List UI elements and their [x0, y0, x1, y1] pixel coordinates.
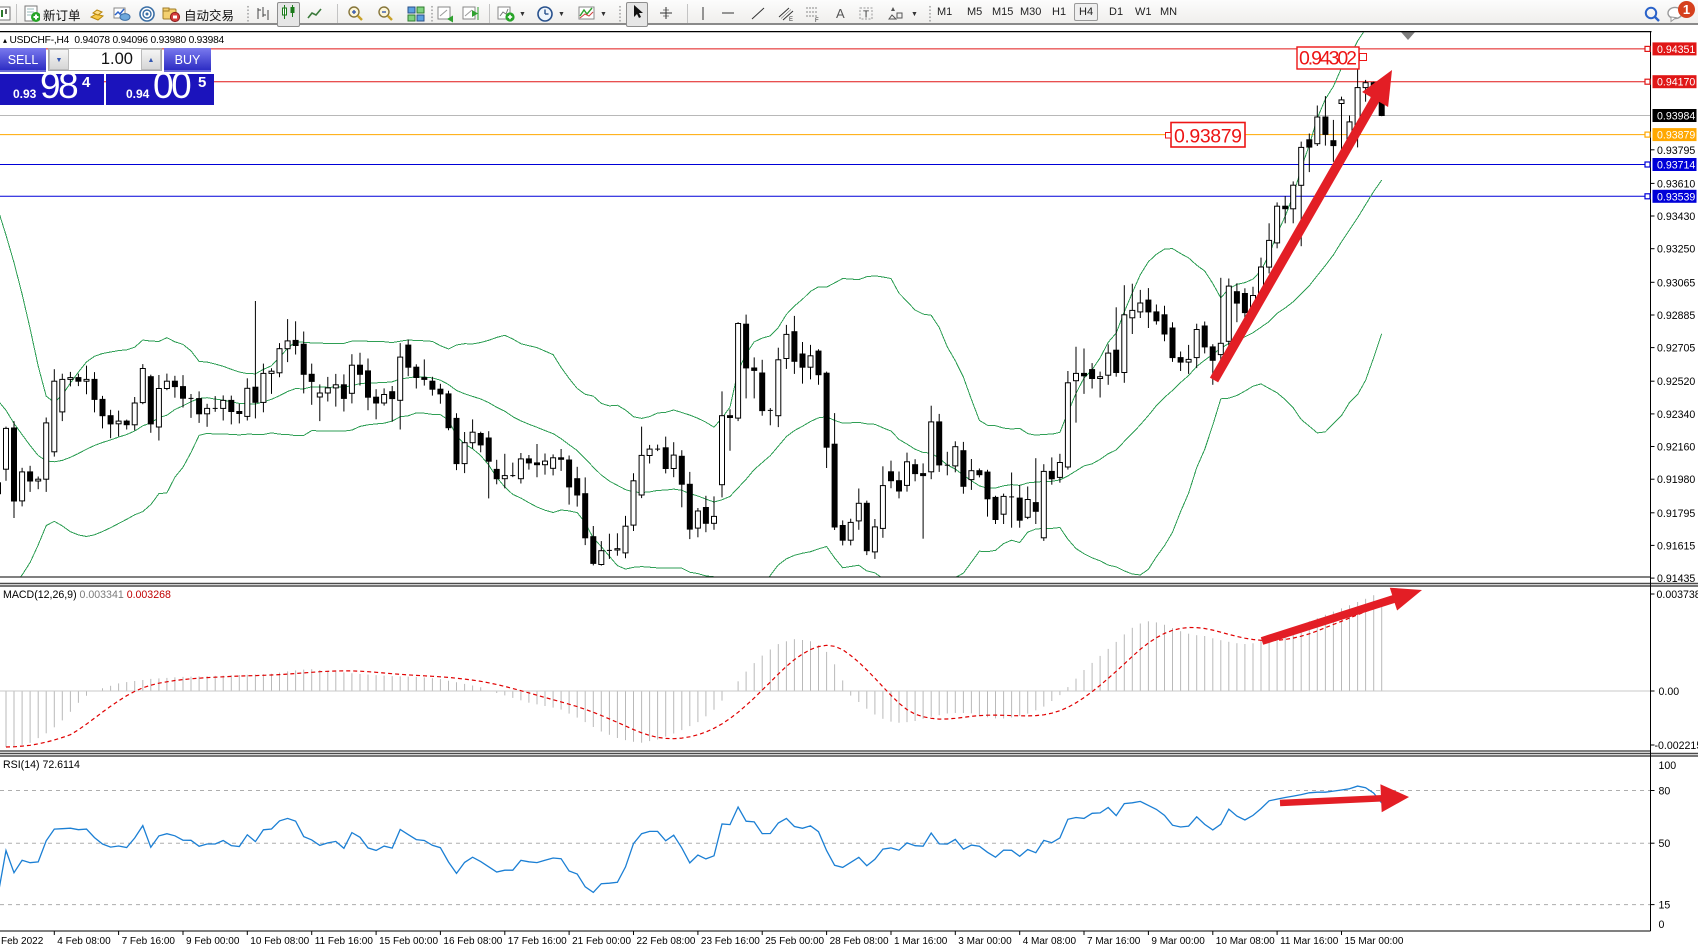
svg-text:21 Feb 00:00: 21 Feb 00:00 [572, 936, 631, 947]
svg-text:15: 15 [1659, 900, 1671, 912]
svg-text:0.93714: 0.93714 [1657, 160, 1695, 172]
svg-text:23 Feb 16:00: 23 Feb 16:00 [701, 936, 760, 947]
svg-text:0.94351: 0.94351 [1657, 44, 1695, 56]
svg-text:7 Feb 16:00: 7 Feb 16:00 [122, 936, 176, 947]
svg-text:0.91615: 0.91615 [1657, 540, 1695, 552]
svg-text:1 Mar 16:00: 1 Mar 16:00 [894, 936, 948, 947]
svg-text:MACD(12,26,9) 0.003341 0.00326: MACD(12,26,9) 0.003341 0.003268 [3, 589, 171, 601]
svg-text:0.91435: 0.91435 [1657, 573, 1695, 585]
svg-text:22 Feb 08:00: 22 Feb 08:00 [637, 936, 696, 947]
svg-text:0.94170: 0.94170 [1657, 77, 1695, 89]
svg-text:-0.002215: -0.002215 [1655, 740, 1698, 752]
svg-text:0.93539: 0.93539 [1657, 191, 1695, 203]
svg-text:80: 80 [1659, 786, 1671, 798]
svg-text:0.92340: 0.92340 [1657, 409, 1695, 421]
svg-text:50: 50 [1659, 838, 1671, 850]
svg-text:0.00: 0.00 [1659, 686, 1680, 698]
svg-text:9 Feb 00:00: 9 Feb 00:00 [186, 936, 240, 947]
svg-text:T: T [863, 10, 869, 21]
svg-text:0: 0 [1659, 919, 1665, 931]
svg-text:15 Feb 00:00: 15 Feb 00:00 [379, 936, 438, 947]
svg-text:0.92160: 0.92160 [1657, 442, 1695, 454]
svg-text:E: E [789, 17, 793, 23]
svg-text:4 Feb 08:00: 4 Feb 08:00 [57, 936, 111, 947]
svg-text:25 Feb 00:00: 25 Feb 00:00 [765, 936, 824, 947]
svg-text:0.91795: 0.91795 [1657, 508, 1695, 520]
svg-text:11 Mar 16:00: 11 Mar 16:00 [1280, 936, 1339, 947]
svg-text:10 Feb 08:00: 10 Feb 08:00 [250, 936, 309, 947]
svg-text:0.93879: 0.93879 [1657, 130, 1695, 142]
svg-text:4 Mar 08:00: 4 Mar 08:00 [1023, 936, 1077, 947]
svg-text:RSI(14) 72.6114: RSI(14) 72.6114 [3, 759, 80, 771]
svg-text:28 Feb 08:00: 28 Feb 08:00 [830, 936, 889, 947]
svg-text:0.93610: 0.93610 [1657, 178, 1695, 190]
svg-text:Feb 2022: Feb 2022 [1, 936, 44, 947]
svg-text:10 Mar 08:00: 10 Mar 08:00 [1216, 936, 1275, 947]
svg-text:0.92520: 0.92520 [1657, 376, 1695, 388]
svg-text:0.93065: 0.93065 [1657, 277, 1695, 289]
svg-text:F: F [815, 18, 819, 23]
svg-text:11 Feb 16:00: 11 Feb 16:00 [315, 936, 374, 947]
svg-text:0.91980: 0.91980 [1657, 474, 1695, 486]
svg-text:0.94302: 0.94302 [1299, 48, 1357, 70]
svg-text:100: 100 [1659, 760, 1677, 772]
svg-text:9 Mar 00:00: 9 Mar 00:00 [1151, 936, 1205, 947]
svg-text:15 Mar 00:00: 15 Mar 00:00 [1345, 936, 1404, 947]
svg-text:0.93984: 0.93984 [1657, 111, 1695, 123]
svg-text:0.003738: 0.003738 [1657, 589, 1698, 601]
svg-text:0.93250: 0.93250 [1657, 244, 1695, 256]
svg-text:0.92885: 0.92885 [1657, 310, 1695, 322]
svg-text:A: A [836, 6, 845, 21]
svg-text:0.93795: 0.93795 [1657, 145, 1695, 157]
svg-text:3 Mar 00:00: 3 Mar 00:00 [958, 936, 1012, 947]
svg-text:7 Mar 16:00: 7 Mar 16:00 [1087, 936, 1141, 947]
svg-text:17 Feb 16:00: 17 Feb 16:00 [508, 936, 567, 947]
svg-text:0.93879: 0.93879 [1174, 126, 1242, 148]
svg-text:16 Feb 08:00: 16 Feb 08:00 [443, 936, 502, 947]
svg-text:0.93430: 0.93430 [1657, 211, 1695, 223]
svg-text:0.92705: 0.92705 [1657, 343, 1695, 355]
